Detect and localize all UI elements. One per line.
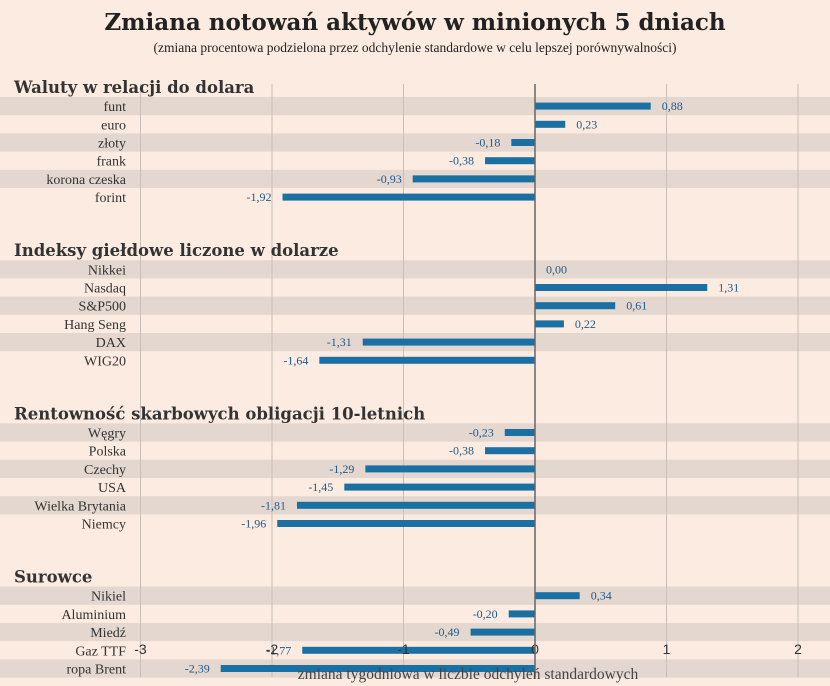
chart-subtitle: (zmiana procentowa podzielona przez odch… bbox=[154, 40, 677, 55]
bar bbox=[362, 338, 535, 346]
category-label: Nikkei bbox=[88, 263, 126, 278]
category-label: Miedź bbox=[90, 626, 126, 641]
x-tick-label: -1 bbox=[397, 641, 410, 657]
row-band bbox=[0, 260, 830, 279]
x-tick-label: 2 bbox=[794, 641, 802, 657]
bar bbox=[277, 520, 535, 527]
category-label: S&P500 bbox=[79, 300, 126, 315]
category-label: DAX bbox=[96, 336, 126, 351]
value-label: 0,23 bbox=[576, 117, 597, 131]
category-label: Aluminium bbox=[61, 608, 126, 623]
x-tick-label: 1 bbox=[663, 641, 671, 657]
value-label: -1,31 bbox=[327, 335, 352, 349]
category-label: WIG20 bbox=[84, 354, 126, 369]
category-label: Nikiel bbox=[91, 590, 126, 605]
value-label: -0,20 bbox=[473, 607, 498, 621]
value-label: 0,61 bbox=[626, 299, 647, 313]
grid-lines bbox=[140, 84, 799, 678]
category-label: ropa Brent bbox=[67, 663, 127, 678]
category-label: Niemcy bbox=[82, 518, 126, 533]
bar bbox=[535, 592, 580, 600]
value-label: 0,88 bbox=[662, 99, 683, 113]
section-header: Waluty w relacji do dolara bbox=[13, 78, 255, 97]
value-label: 0,00 bbox=[546, 262, 567, 276]
category-label: Węgry bbox=[88, 427, 126, 442]
category-label: Nasdaq bbox=[84, 282, 126, 297]
row-band bbox=[0, 423, 830, 442]
row-band bbox=[0, 623, 830, 642]
bar bbox=[508, 610, 535, 618]
value-label: -1,92 bbox=[247, 190, 272, 204]
category-label: frank bbox=[96, 155, 126, 170]
bar bbox=[365, 465, 535, 473]
value-label: -1,64 bbox=[283, 353, 308, 367]
chart-title: Zmiana notowań aktywów w minionych 5 dni… bbox=[104, 9, 726, 36]
bar bbox=[282, 193, 535, 201]
x-axis-ticks: -3-2-1012 bbox=[134, 641, 802, 657]
bar bbox=[220, 665, 535, 672]
value-label: -1,81 bbox=[261, 498, 286, 512]
x-tick-label: -2 bbox=[266, 641, 279, 657]
value-label: -0,38 bbox=[449, 154, 474, 168]
category-label: korona czeska bbox=[46, 173, 126, 188]
category-label: Gaz TTF bbox=[75, 644, 126, 659]
value-label: 1,31 bbox=[718, 281, 739, 295]
section-headers: Waluty w relacji do dolara Indeksy giełdo… bbox=[13, 78, 425, 587]
value-label: -1,45 bbox=[308, 480, 333, 494]
category-label: Polska bbox=[89, 445, 127, 460]
value-label: -0,23 bbox=[469, 426, 494, 440]
value-label: -0,93 bbox=[377, 172, 402, 186]
row-band bbox=[0, 97, 830, 116]
section-header: Surowce bbox=[14, 568, 92, 587]
value-label: -0,38 bbox=[449, 444, 474, 458]
bar bbox=[485, 157, 535, 165]
bar bbox=[302, 646, 535, 654]
category-label: Czechy bbox=[84, 463, 126, 478]
row-band bbox=[0, 296, 830, 315]
chart-rows: funt 0,88 euro 0,23 złoty -0,18 frank -0,38 koro… bbox=[34, 99, 739, 677]
bar bbox=[535, 102, 651, 110]
value-label: -1,29 bbox=[329, 462, 354, 476]
bar bbox=[344, 483, 535, 491]
category-label: Hang Seng bbox=[64, 318, 126, 333]
category-label: Wielka Brytania bbox=[34, 499, 126, 514]
bar bbox=[535, 302, 616, 310]
value-label: -1,77 bbox=[266, 643, 291, 657]
bar bbox=[412, 175, 535, 183]
value-label: -0,18 bbox=[475, 136, 500, 150]
bar bbox=[296, 501, 535, 509]
value-label: 0,34 bbox=[591, 589, 612, 603]
x-axis-label: zmiana tygodniowa w liczbie odchyleń sta… bbox=[298, 666, 639, 683]
bar bbox=[470, 628, 535, 636]
value-label: -0,49 bbox=[435, 625, 460, 639]
value-label: -1,96 bbox=[241, 517, 266, 531]
category-label: złoty bbox=[98, 137, 126, 152]
category-label: forint bbox=[95, 191, 126, 206]
category-label: funt bbox=[103, 100, 126, 115]
section-header: Rentowność skarbowych obligacji 10-letni… bbox=[14, 404, 425, 423]
bar bbox=[535, 284, 708, 291]
value-label: 0,22 bbox=[575, 317, 596, 331]
bar bbox=[535, 120, 566, 128]
category-label: euro bbox=[101, 118, 126, 133]
value-label: -2,39 bbox=[185, 662, 210, 676]
bar bbox=[535, 320, 564, 328]
row-band bbox=[0, 586, 830, 605]
category-label: USA bbox=[98, 481, 127, 496]
row-band bbox=[0, 133, 830, 152]
bar bbox=[485, 447, 535, 455]
bar bbox=[319, 356, 535, 364]
bar bbox=[511, 139, 535, 146]
section-header: Indeksy giełdowe liczone w dolarze bbox=[14, 241, 339, 260]
bar bbox=[504, 429, 535, 436]
x-tick-label: -3 bbox=[134, 641, 147, 657]
